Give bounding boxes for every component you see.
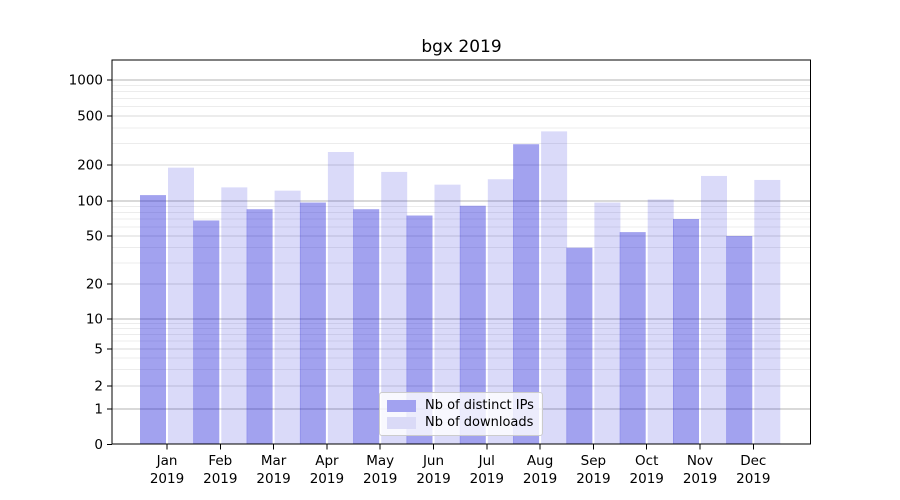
bar-downloads [647, 199, 674, 444]
x-tick-label-year: 2019 [256, 471, 290, 487]
x-tick-label-month: Mar [261, 453, 287, 469]
bar-downloads [327, 152, 354, 444]
legend-swatch-distinct-ips [387, 399, 416, 412]
bar-downloads [754, 179, 781, 444]
y-tick-label: 20 [86, 277, 103, 293]
bar-downloads [541, 131, 568, 444]
x-tick-label-month: Jun [422, 453, 444, 469]
x-tick-label-month: Nov [687, 453, 713, 469]
y-tick-label: 2 [94, 379, 103, 395]
plot-border [111, 59, 811, 445]
bar-downloads [701, 175, 727, 445]
legend: Nb of distinct IPs Nb of downloads [379, 392, 543, 436]
x-tick-label-month: Oct [635, 453, 658, 469]
y-tick-label: 50 [86, 229, 103, 245]
x-tick-label-year: 2019 [363, 471, 397, 487]
x-tick-label-year: 2019 [683, 471, 717, 487]
x-tick-label-year: 2019 [470, 471, 504, 487]
bar-ips [299, 202, 326, 444]
y-tick-label: 500 [77, 109, 103, 125]
x-tick-label-year: 2019 [630, 471, 664, 487]
bar-downloads [168, 167, 194, 445]
bar-ips [619, 232, 646, 444]
legend-swatch-downloads [387, 416, 416, 429]
x-tick-label-year: 2019 [310, 471, 344, 487]
x-tick-label-month: Feb [208, 453, 232, 469]
x-tick-label-month: Jan [156, 453, 178, 469]
bar-downloads [274, 190, 301, 444]
y-tick-label: 10 [86, 312, 103, 328]
x-tick-label-month: Sep [581, 453, 606, 469]
x-tick-label-year: 2019 [523, 471, 557, 487]
bar-ips [353, 209, 380, 444]
y-tick-label: 0 [94, 437, 103, 453]
bar-ips [140, 195, 166, 444]
x-tick-label-month: Apr [315, 453, 339, 469]
y-tick-label: 100 [77, 194, 103, 210]
legend-item-downloads: Nb of downloads [387, 414, 536, 431]
y-tick-label: 1000 [69, 73, 103, 89]
y-tick-label: 200 [77, 158, 103, 174]
x-tick-label-month: Aug [527, 453, 553, 469]
bar-ips [673, 219, 699, 444]
x-tick-label-year: 2019 [150, 471, 184, 487]
bar-downloads [594, 202, 621, 444]
bar-ips [726, 236, 753, 444]
legend-label-downloads: Nb of downloads [425, 415, 534, 430]
x-tick-label-month: Jul [478, 453, 495, 469]
x-tick-label-year: 2019 [736, 471, 770, 487]
bar-ips [566, 247, 593, 444]
x-tick-label-year: 2019 [203, 471, 237, 487]
x-tick-label-month: May [366, 453, 394, 469]
x-tick-label-year: 2019 [576, 471, 610, 487]
y-tick-label: 1 [94, 402, 103, 418]
bar-ips [246, 209, 273, 444]
legend-item-distinct-ips: Nb of distinct IPs [387, 397, 536, 414]
bar-downloads [221, 187, 248, 444]
y-tick-label: 5 [94, 342, 103, 358]
chart-title: bgx 2019 [421, 37, 502, 57]
x-tick-label-year: 2019 [416, 471, 450, 487]
bar-ips [193, 220, 220, 444]
legend-label-distinct-ips: Nb of distinct IPs [425, 398, 534, 413]
x-tick-label-month: Dec [740, 453, 766, 469]
